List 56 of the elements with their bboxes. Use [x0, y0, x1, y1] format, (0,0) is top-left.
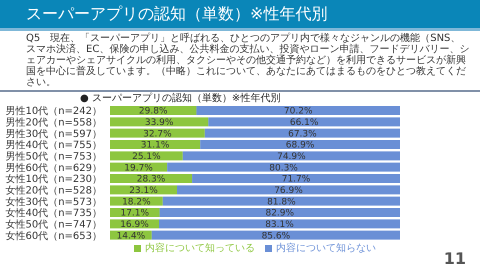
data-label: 17.1%	[120, 208, 150, 219]
data-label: 81.8%	[267, 197, 296, 208]
bar	[182, 151, 400, 160]
bar	[160, 208, 400, 217]
y-tick-label: 女性60代（n=653）	[5, 230, 102, 242]
bar	[110, 128, 205, 138]
y-tick-label: 男性20代（n=558）	[5, 116, 102, 129]
bar	[176, 185, 400, 194]
bar	[159, 219, 400, 228]
bar	[208, 117, 400, 126]
data-label: 25.1%	[132, 152, 162, 162]
bar	[110, 140, 200, 149]
data-label: 19.7%	[124, 163, 154, 174]
bar	[162, 196, 400, 206]
bar	[167, 162, 400, 172]
data-label: 80.3%	[269, 163, 298, 174]
y-tick-label: 男性50代（n=753）	[5, 150, 102, 163]
data-label: 31.1%	[140, 140, 170, 151]
data-label: 28.3%	[136, 174, 166, 185]
legend-label: 内容について知らない	[276, 243, 376, 254]
data-label: 70.2%	[284, 106, 313, 117]
data-label: 18.2%	[122, 197, 152, 208]
data-label: 14.4%	[116, 231, 146, 242]
data-label: 85.6%	[262, 231, 291, 242]
bar	[204, 128, 400, 138]
data-label: 23.1%	[129, 186, 158, 196]
y-tick-label: 女性50代（n=747）	[5, 218, 102, 231]
data-label: 29.8%	[138, 106, 168, 117]
bar	[152, 230, 400, 240]
bar	[192, 174, 400, 183]
data-label: 66.1%	[290, 118, 319, 128]
data-label: 76.9%	[274, 186, 304, 196]
y-tick-label: 男性30代（n=597）	[5, 128, 102, 140]
y-tick-label: 女性30代（n=573）	[5, 196, 102, 208]
bar	[200, 140, 400, 149]
y-tick-label: 女性20代（n=528）	[5, 184, 102, 197]
bar	[196, 106, 400, 115]
chart-subtitle: Q5 現在、「スーパーアプリ」と呼ばれる、ひとつのアプリ内で様々なジャンルの機能（SNS、スマホ決済、EC、保険の申し込み、公共料金の支払い、投資やローン申請、フードデリバリー、シェアカーやシェアサイクルの利用、タクシーやその他交通予約など）を利用できるサービスが新興国を中心に普及しています。（中略）これについて、あなたにあてはまるものをひとつ教えてください。	[26, 33, 470, 88]
y-tick-label: 女性10代（n=230）	[5, 173, 102, 186]
data-label: 32.7%	[143, 129, 172, 140]
y-tick-label: 女性40代（n=735）	[5, 207, 102, 220]
data-label: 33.9%	[144, 118, 174, 128]
data-label: 16.9%	[120, 220, 150, 230]
data-label: 74.9%	[277, 152, 306, 162]
data-label: 68.9%	[286, 140, 315, 151]
text: 11	[444, 249, 466, 268]
legend-label: 内容について知っている	[145, 243, 255, 254]
data-label: 67.3%	[288, 129, 318, 140]
y-tick-label: 男性40代（n=755）	[5, 139, 102, 152]
y-tick-label: 男性60代（n=629）	[5, 162, 102, 174]
data-label: 71.7%	[282, 174, 311, 185]
text: ● スーパーアプリの認知（単数）※性年代別	[79, 93, 282, 105]
chart-title: スーパーアプリの認知（単数）※性年代別	[0, 0, 480, 31]
data-label: 83.1%	[265, 220, 294, 230]
data-label: 82.9%	[266, 208, 295, 219]
y-tick-label: 男性10代（n=242）	[5, 105, 102, 118]
